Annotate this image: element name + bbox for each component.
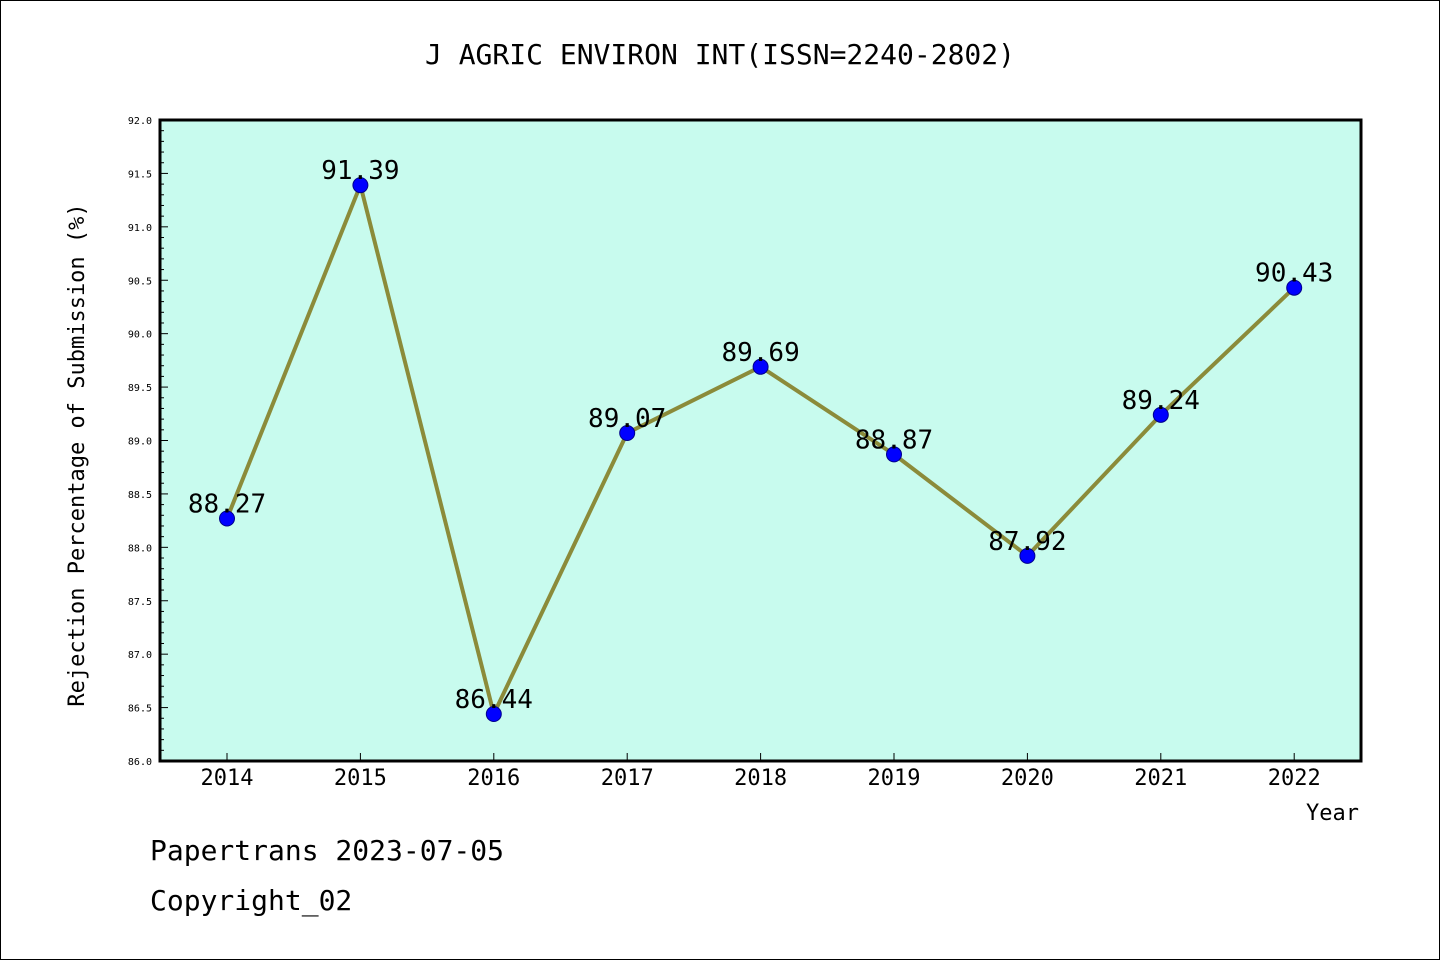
x-tick-label: 2020 [1001,766,1054,791]
x-tick-label: 2015 [334,766,387,791]
y-tick-label: 91.0 [128,223,152,234]
y-tick-label: 91.5 [128,169,152,180]
chart-title: J AGRIC ENVIRON INT(ISSN=2240-2802) [424,38,1015,71]
x-tick-label: 2016 [467,766,520,791]
data-point [619,425,636,442]
x-tick-label: 2017 [601,766,654,791]
plot-area [158,118,1363,763]
series-markers [219,177,1303,722]
data-point [1152,406,1169,423]
data-label: 91.39 [321,156,399,186]
data-label: 89.24 [1122,386,1200,416]
data-label: 90.43 [1255,259,1333,289]
y-axis-label: Rejection Percentage of Submission (%) [65,203,90,706]
x-tick-label: 2014 [201,766,254,791]
data-label: 88.87 [855,425,933,455]
data-label: 87.92 [988,527,1066,557]
y-tick-label: 89.0 [128,437,152,448]
y-tick-label: 87.5 [128,597,152,608]
footer-date: Papertrans 2023-07-05 [150,834,505,867]
x-axis-ticks: 2014 2015 2016 2017 2018 2019 2020 2021 2022 [201,753,1321,791]
data-labels: 88.27 91.39 86.44 89.07 89.69 88.87 87.92 89.24… [188,156,1333,715]
x-tick-label: 2019 [868,766,921,791]
data-label: 89.69 [721,338,799,368]
data-label: 89.07 [588,404,666,434]
data-point [1019,547,1036,564]
data-point [752,358,769,375]
x-tick-label: 2018 [734,766,787,791]
y-tick-label: 90.5 [128,276,152,287]
y-tick-label: 89.5 [128,383,152,394]
y-tick-label: 86.0 [128,757,152,768]
data-label: 88.27 [188,489,266,519]
data-point [352,177,369,194]
y-tick-label: 87.0 [128,650,152,661]
data-label: 86.44 [455,685,533,715]
y-axis-ticks: 86.0 86.5 87.0 87.5 88.0 88.5 89.0 89.5 90.0 90.5… [128,116,168,768]
y-tick-label: 86.5 [128,704,152,715]
y-tick-label: 88.5 [128,490,152,501]
data-point [485,705,502,722]
y-tick-label: 90.0 [128,330,152,341]
data-point [1286,279,1303,296]
x-tick-label: 2021 [1134,766,1187,791]
data-point [886,446,902,463]
footer-copyright: Copyright_02 [150,884,353,917]
y-tick-label: 88.0 [128,543,152,554]
x-axis-label: Year [1306,801,1359,826]
data-point [219,510,235,527]
y-tick-label: 92.0 [128,116,152,127]
x-tick-label: 2022 [1268,766,1321,791]
